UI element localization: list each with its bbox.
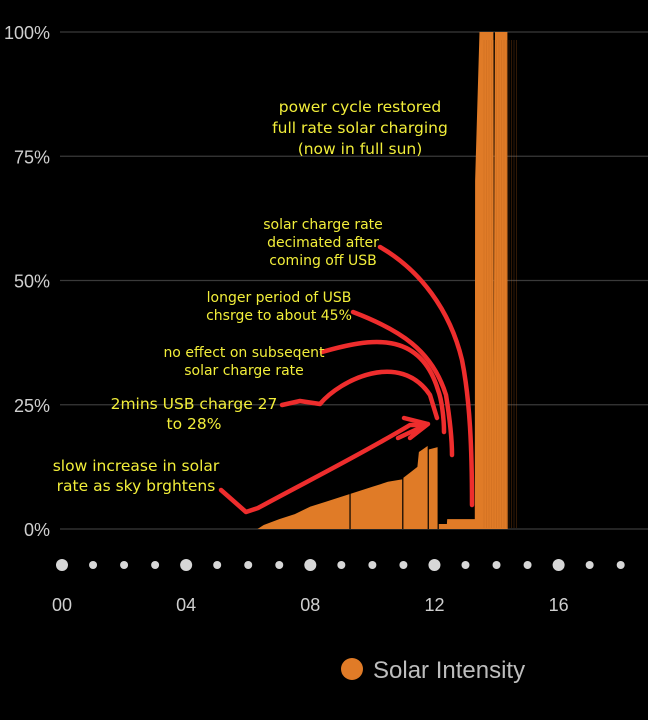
timeline-dot[interactable] xyxy=(399,561,408,569)
annotation-arrow xyxy=(377,244,475,508)
x-axis-ticks: 00 04 08 12 16 xyxy=(52,595,569,615)
timeline-dot-major[interactable] xyxy=(180,559,193,571)
legend-label: Solar Intensity xyxy=(373,657,525,684)
annotation-arrows xyxy=(218,244,475,515)
timeline-dot-major[interactable] xyxy=(56,559,68,571)
timeline-dot[interactable] xyxy=(461,561,470,569)
timeline-dot[interactable] xyxy=(616,561,625,569)
annotation-arrow xyxy=(350,309,455,458)
annotation-text: solar charge rate xyxy=(263,217,383,233)
timeline-dot[interactable] xyxy=(120,561,129,569)
y-axis-ticks: 0% 25% 50% 75% 100% xyxy=(4,23,50,540)
annotation-arrow xyxy=(218,422,426,515)
timeline-dot[interactable] xyxy=(151,561,160,569)
timeline-dot[interactable] xyxy=(275,561,284,569)
annotation-text: longer period of USB xyxy=(207,290,352,306)
y-tick-label: 100% xyxy=(4,23,50,43)
annotation-text: to 28% xyxy=(167,415,222,433)
timeline-dot-major[interactable] xyxy=(428,559,441,571)
y-tick-label: 75% xyxy=(14,147,50,167)
x-tick-label: 12 xyxy=(424,595,444,615)
annotation-text: full rate solar charging xyxy=(272,119,448,137)
annotation-text: no effect on subseqent xyxy=(163,345,325,361)
annotation-text: decimated after xyxy=(267,235,379,251)
annotation-text: (now in full sun) xyxy=(298,140,423,158)
annotation-text: 2mins USB charge 27 xyxy=(111,395,278,413)
annotation-text: rate as sky brghtens xyxy=(57,477,216,495)
timeline-dot[interactable] xyxy=(523,561,532,569)
annotation-arrow xyxy=(319,339,447,435)
series-area xyxy=(257,32,508,529)
y-tick-label: 50% xyxy=(14,272,50,292)
timeline-dots[interactable] xyxy=(56,559,625,571)
legend: Solar Intensity xyxy=(341,657,525,684)
x-tick-label: 00 xyxy=(52,595,72,615)
x-tick-label: 04 xyxy=(176,595,196,615)
annotation-text: power cycle restored xyxy=(279,98,441,116)
y-tick-label: 25% xyxy=(14,396,50,416)
grid-lines xyxy=(60,31,648,530)
timeline-dot-major[interactable] xyxy=(552,559,565,571)
annotation-text: solar charge rate xyxy=(184,363,304,379)
timeline-dot[interactable] xyxy=(337,561,346,569)
x-tick-label: 16 xyxy=(549,595,569,615)
annotations: power cycle restored full rate solar char… xyxy=(53,98,448,495)
annotation-text: chsrge to about 45% xyxy=(206,308,352,324)
timeline-dot[interactable] xyxy=(492,561,501,569)
timeline-dot[interactable] xyxy=(89,561,98,569)
timeline-dot[interactable] xyxy=(244,561,253,569)
plot-area xyxy=(257,32,517,529)
timeline-dot[interactable] xyxy=(585,561,594,569)
arrow-head xyxy=(395,415,431,441)
annotation-arrow xyxy=(279,369,440,421)
timeline-dot[interactable] xyxy=(213,561,222,569)
timeline-dot[interactable] xyxy=(368,561,377,569)
x-tick-label: 08 xyxy=(300,595,320,615)
y-tick-label: 0% xyxy=(24,520,50,540)
annotation-text: slow increase in solar xyxy=(53,457,220,475)
timeline-dot-major[interactable] xyxy=(304,559,317,571)
legend-swatch xyxy=(341,658,363,680)
annotation-text: coming off USB xyxy=(269,253,376,269)
